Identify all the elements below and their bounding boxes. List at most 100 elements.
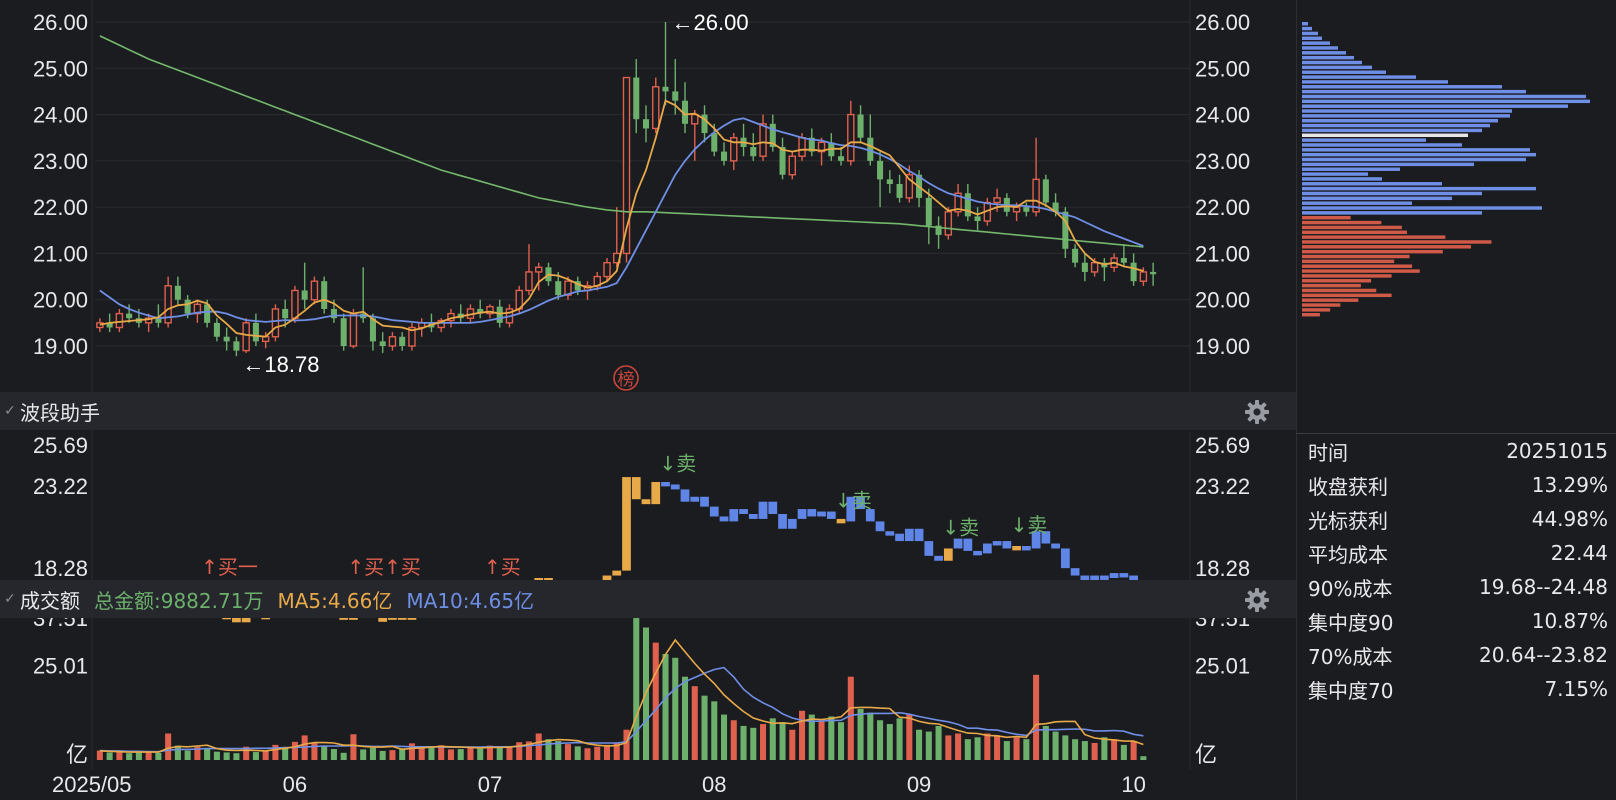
profile-bar-red [1302,230,1407,234]
profile-bar-blue [1302,123,1490,128]
candle-body [1032,178,1040,213]
candle-body [291,289,299,319]
info-label: 90%成本 [1308,576,1393,601]
candle-body [788,155,797,176]
candle-body [164,285,172,324]
volume-bar [779,722,786,760]
volume-bar [555,741,562,760]
info-label: 时间 [1308,440,1348,465]
info-value: 22.44 [1550,541,1608,565]
info-label: 70%成本 [1308,644,1393,669]
y-tick-label-left: 25.01 [33,653,88,678]
volume-bar [1052,731,1059,760]
band-bar [378,617,388,622]
profile-bar-blue [1302,143,1462,147]
candle-body [233,341,240,351]
volume-bar [886,724,893,760]
profile-bar-blue [1302,80,1448,84]
band-bar [992,541,1002,546]
candle-body [106,322,113,328]
profile-bar-blue [1302,55,1354,60]
info-row-cost-70: 70%成本 20.64--23.82 [1298,638,1616,672]
volume-bar [213,751,220,760]
volume-bar [106,752,113,760]
candle-body [720,151,728,161]
volume-bar [165,733,172,760]
volume-bar [321,745,328,760]
band-bar [778,514,787,529]
profile-bar-red [1302,249,1443,254]
band-bar [631,477,641,500]
volume-bar [838,722,845,760]
chip-info-panel: 时间 20251015 收盘获利 13.29% 光标获利 44.98% 平均成本… [1298,434,1616,706]
volume-bar [789,729,796,760]
volume-bar [623,729,630,760]
band-bar [836,518,846,524]
band-bar [963,538,973,551]
volume-unit-right: 亿 [1195,743,1217,768]
band-bar [914,528,924,542]
volume-bar [96,750,103,760]
candle-body [340,318,347,346]
candle-body [1090,261,1099,273]
band-bar [748,514,758,519]
x-tick-label: 07 [478,772,502,797]
volume-bar [828,716,835,760]
volume-bar [1081,741,1088,760]
candle-body [905,174,914,199]
gear-icon[interactable] [1244,587,1270,613]
candle-body [1130,262,1137,282]
band-bar [232,617,241,623]
band-assistant-header: ✓ 波段助手 [0,392,1296,430]
band-bar [826,511,836,519]
profile-bar-red [1302,259,1395,264]
band-bar [1070,568,1080,576]
volume-plot[interactable] [96,618,1147,760]
profile-bar-red [1302,254,1410,259]
y-tick-label-left: 20.00 [33,288,88,313]
candle-body [301,290,308,300]
volume-header: ✓ 成交额 总金额:9882.71万 MA5:4.66亿 MA10:4.65亿 [0,580,1296,618]
band-assistant-check-icon[interactable]: ✓ [4,403,16,419]
candle-body [496,306,503,323]
volume-bar [935,725,942,760]
profile-bar-blue [1302,157,1526,162]
candlestick-plot[interactable]: ←26.00 ←18.78 榜 [96,10,1157,391]
profile-bar-red [1302,235,1446,239]
profile-bar-red [1302,303,1341,307]
volume-bar [808,714,815,760]
candle-body [867,137,874,161]
volume-bar [1120,744,1127,760]
volume-bar [584,748,591,760]
volume-bar [633,618,640,760]
candle-body [622,76,631,255]
y-tick-label-left: 21.00 [33,241,88,266]
profile-bar-blue [1302,186,1536,191]
info-value: 20.64--23.82 [1479,643,1608,667]
profile-bar-red [1302,264,1413,268]
vertical-divider [1296,0,1297,800]
buy-signal: ↑买一 [201,555,258,579]
volume-check-icon[interactable]: ✓ [4,591,16,607]
profile-bar-blue [1302,31,1318,36]
volume-ma10-line [99,666,1144,753]
profile-bar-blue [1302,177,1382,181]
candle-body [730,137,738,162]
gear-icon[interactable] [1244,399,1270,425]
candle-body [896,184,903,198]
candle-body [1023,207,1030,212]
candle-body [486,305,494,315]
candle-body [925,197,932,226]
chip-distribution-plot [1302,22,1590,317]
candle-body [711,133,718,152]
band-bar [670,484,680,490]
volume-bar [652,642,659,760]
candle-body [174,285,181,300]
band-bar [612,570,622,576]
candle-body [652,86,660,130]
info-value: 10.87% [1531,609,1608,633]
volume-bar [496,746,503,760]
band-bar [924,541,934,556]
volume-bar [126,753,133,760]
